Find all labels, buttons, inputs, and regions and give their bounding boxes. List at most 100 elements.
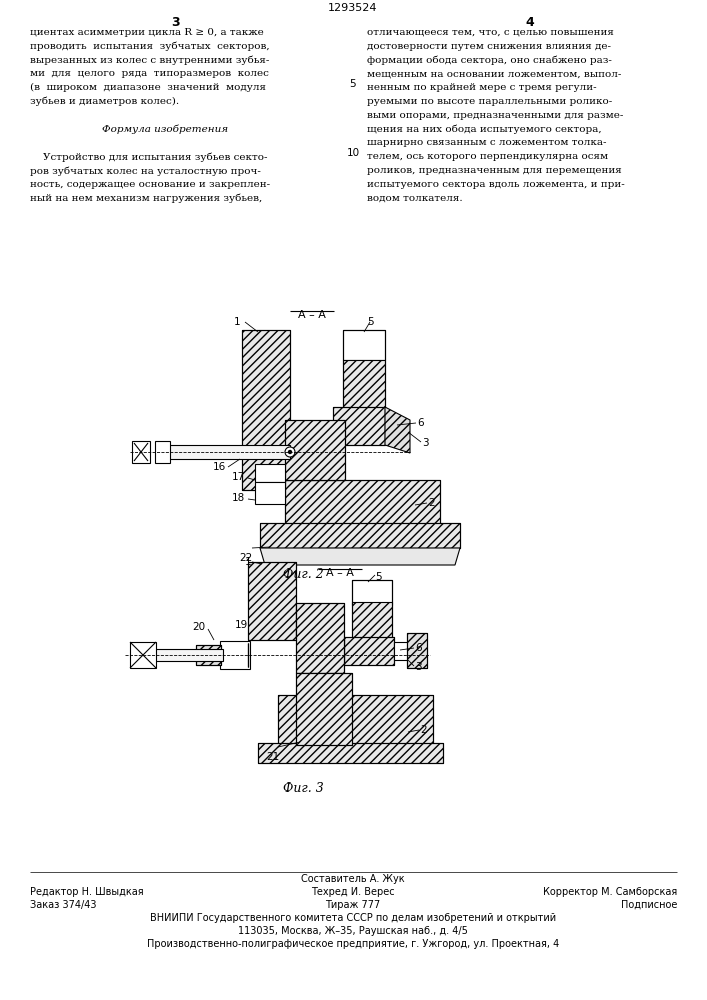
Text: 1293524: 1293524 (328, 3, 378, 13)
Text: руемыми по высоте параллельными ролико-: руемыми по высоте параллельными ролико- (367, 97, 612, 106)
Text: Формула изобретения: Формула изобретения (102, 125, 228, 134)
Text: 19: 19 (235, 620, 248, 630)
Text: испытуемого сектора вдоль ложемента, и при-: испытуемого сектора вдоль ложемента, и п… (367, 180, 625, 189)
Text: 18: 18 (232, 493, 245, 503)
Text: отличающееся тем, что, с целью повышения: отличающееся тем, что, с целью повышения (367, 28, 614, 37)
Text: мещенным на основании ложементом, выпол-: мещенным на основании ложементом, выпол- (367, 69, 621, 78)
Text: ненным по крайней мере с тремя регули-: ненным по крайней мере с тремя регули- (367, 83, 597, 92)
Text: 1: 1 (245, 557, 251, 567)
Text: 5: 5 (375, 572, 381, 582)
Text: телем, ось которого перпендикулярна осям: телем, ось которого перпендикулярна осям (367, 152, 608, 161)
Bar (343, 360, 385, 410)
Text: 10: 10 (346, 148, 360, 158)
Text: 3: 3 (415, 662, 421, 672)
Circle shape (288, 450, 291, 454)
Bar (132, 441, 150, 463)
Bar (165, 445, 290, 459)
Bar (258, 743, 443, 763)
Bar (248, 562, 296, 640)
Text: 3: 3 (422, 438, 428, 448)
Text: Подписное: Подписное (621, 900, 677, 910)
Text: 21: 21 (267, 752, 280, 762)
Bar (255, 464, 285, 482)
Text: А – А: А – А (326, 568, 354, 578)
Bar (285, 480, 440, 525)
Text: выми опорами, предназначенными для разме-: выми опорами, предназначенными для разме… (367, 111, 624, 120)
Bar (155, 649, 223, 661)
Text: шарнирно связанным с ложементом толка-: шарнирно связанным с ложементом толка- (367, 138, 607, 147)
Bar (255, 482, 285, 504)
Text: Корректор М. Самборская: Корректор М. Самборская (543, 887, 677, 897)
Text: 4: 4 (525, 16, 534, 29)
Bar (343, 330, 385, 360)
Bar (278, 695, 433, 745)
Text: 22: 22 (240, 553, 252, 563)
Bar (352, 580, 392, 605)
Text: 113035, Москва, Ж–35, Раушская наб., д. 4/5: 113035, Москва, Ж–35, Раушская наб., д. … (238, 926, 468, 936)
Text: 1: 1 (234, 317, 240, 327)
Bar (242, 330, 290, 490)
Bar (296, 673, 352, 745)
Text: Редактор Н. Швыдкая: Редактор Н. Швыдкая (30, 887, 144, 897)
Polygon shape (260, 548, 460, 565)
Circle shape (285, 447, 295, 457)
Text: 2: 2 (420, 725, 426, 735)
Text: 6: 6 (415, 643, 421, 653)
Text: 20: 20 (192, 622, 205, 632)
Bar (385, 415, 400, 440)
Bar (407, 633, 427, 668)
Text: Заказ 374/43: Заказ 374/43 (30, 900, 96, 910)
Text: водом толкателя.: водом толкателя. (367, 194, 462, 203)
Bar (352, 580, 392, 640)
Bar (285, 480, 440, 525)
Text: Составитель А. Жук: Составитель А. Жук (301, 874, 405, 884)
Bar (130, 642, 156, 668)
Bar (285, 420, 345, 480)
Text: 17: 17 (232, 472, 245, 482)
Text: формации обода сектора, оно снабжено раз-: формации обода сектора, оно снабжено раз… (367, 56, 612, 65)
Text: вырезанных из колес с внутренними зубья-: вырезанных из колес с внутренними зубья- (30, 56, 269, 65)
Bar (155, 441, 170, 463)
Text: проводить  испытания  зубчатых  секторов,: проводить испытания зубчатых секторов, (30, 42, 269, 51)
Text: ров зубчатых колес на усталостную проч-: ров зубчатых колес на усталостную проч- (30, 166, 261, 176)
Bar (220, 641, 250, 669)
Bar (260, 523, 460, 548)
Bar (407, 633, 427, 668)
Text: Фиг. 2: Фиг. 2 (283, 568, 323, 581)
Text: зубьев и диаметров колес).: зубьев и диаметров колес). (30, 97, 179, 106)
Bar (285, 420, 345, 480)
Bar (278, 695, 433, 745)
Text: 2: 2 (428, 498, 435, 508)
Bar (242, 330, 290, 490)
Text: ный на нем механизм нагружения зубьев,: ный на нем механизм нагружения зубьев, (30, 194, 262, 203)
Bar (296, 603, 344, 673)
Bar (394, 642, 409, 660)
Bar (196, 645, 221, 665)
Text: 16: 16 (213, 462, 226, 472)
Polygon shape (385, 407, 410, 453)
Text: щения на них обода испытуемого сектора,: щения на них обода испытуемого сектора, (367, 125, 602, 134)
Bar (296, 603, 344, 673)
Bar (333, 407, 385, 445)
Text: Устройство для испытания зубьев секто-: Устройство для испытания зубьев секто- (30, 152, 267, 162)
Text: 6: 6 (417, 418, 423, 428)
Text: Производственно-полиграфическое предприятие, г. Ужгород, ул. Проектная, 4: Производственно-полиграфическое предприя… (147, 939, 559, 949)
Text: А – А: А – А (298, 310, 326, 320)
Bar (196, 645, 221, 665)
Bar (248, 562, 296, 640)
Bar (343, 330, 385, 410)
Text: Тираж 777: Тираж 777 (325, 900, 380, 910)
Text: 3: 3 (172, 16, 180, 29)
Text: Техред И. Верес: Техред И. Верес (311, 887, 395, 897)
Bar (260, 523, 460, 548)
Text: (в  широком  диапазоне  значений  модуля: (в широком диапазоне значений модуля (30, 83, 266, 92)
Text: ность, содержащее основание и закреплен-: ность, содержащее основание и закреплен- (30, 180, 270, 189)
Bar (333, 407, 385, 445)
Bar (352, 602, 392, 640)
Bar (344, 637, 394, 665)
Bar (296, 673, 352, 745)
Bar (258, 743, 443, 763)
Text: 5: 5 (350, 79, 356, 89)
Text: роликов, предназначенным для перемещения: роликов, предназначенным для перемещения (367, 166, 621, 175)
Text: циентах асимметрии цикла R ≥ 0, а также: циентах асимметрии цикла R ≥ 0, а также (30, 28, 264, 37)
